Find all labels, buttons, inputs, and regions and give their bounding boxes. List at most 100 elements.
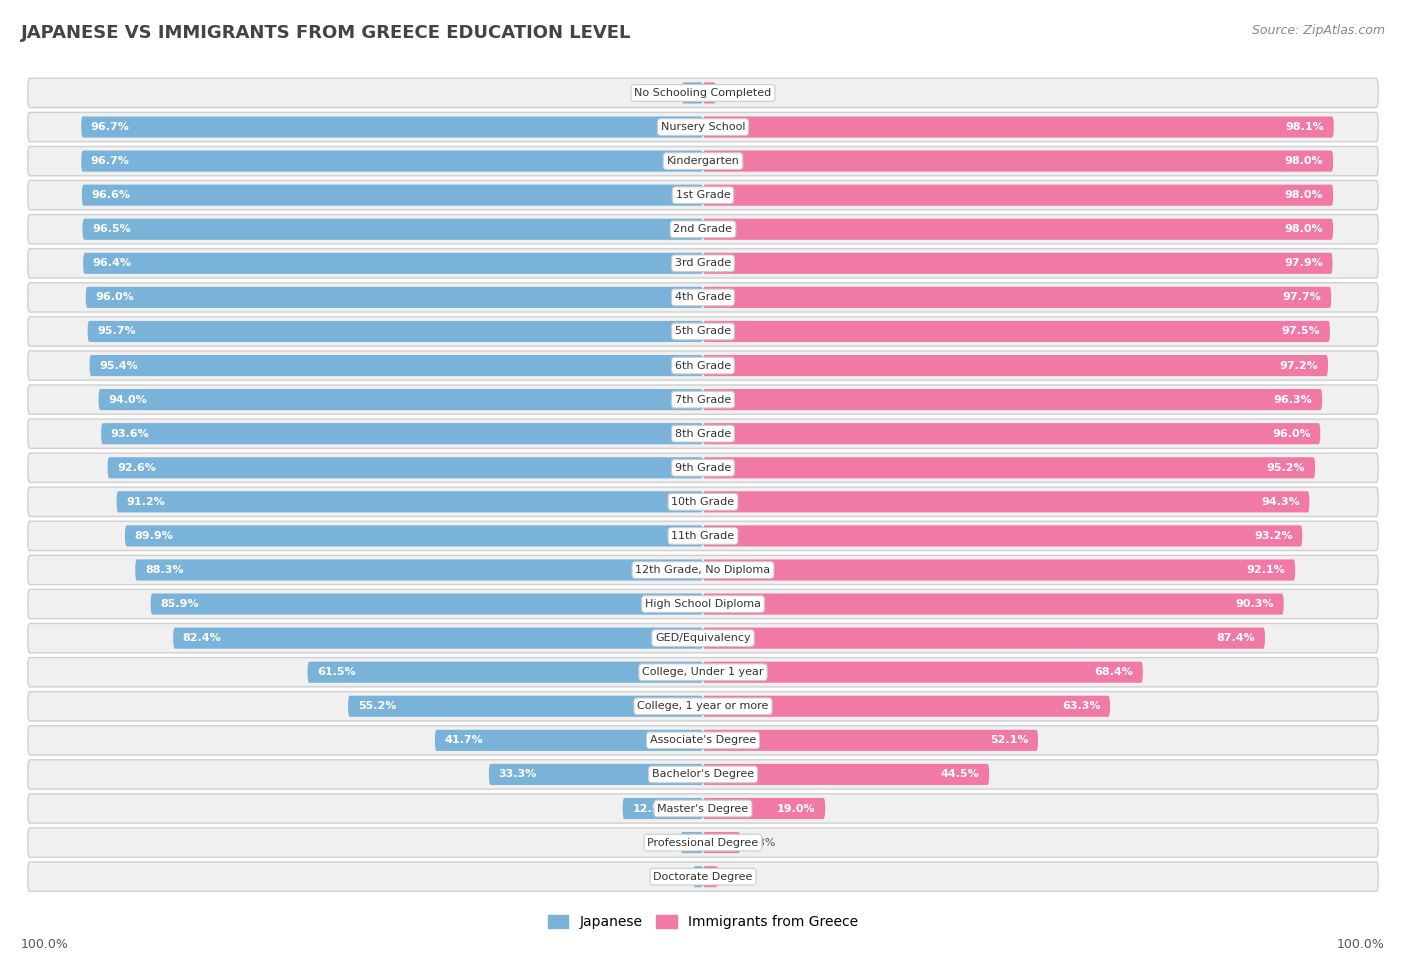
FancyBboxPatch shape (703, 798, 825, 819)
Text: 2.0%: 2.0% (723, 88, 751, 98)
FancyBboxPatch shape (150, 594, 703, 614)
Text: 3.5%: 3.5% (645, 838, 673, 847)
Text: Master's Degree: Master's Degree (658, 803, 748, 813)
Text: 61.5%: 61.5% (318, 667, 356, 678)
Text: 96.7%: 96.7% (91, 122, 129, 132)
Legend: Japanese, Immigrants from Greece: Japanese, Immigrants from Greece (541, 910, 865, 935)
FancyBboxPatch shape (83, 253, 703, 274)
FancyBboxPatch shape (28, 556, 1378, 585)
Text: 68.4%: 68.4% (1094, 667, 1133, 678)
FancyBboxPatch shape (703, 253, 1333, 274)
Text: 33.3%: 33.3% (499, 769, 537, 779)
FancyBboxPatch shape (703, 763, 990, 785)
Text: 96.4%: 96.4% (93, 258, 132, 268)
FancyBboxPatch shape (682, 82, 703, 103)
FancyBboxPatch shape (703, 594, 1284, 614)
FancyBboxPatch shape (28, 283, 1378, 312)
Text: 5.8%: 5.8% (747, 838, 775, 847)
FancyBboxPatch shape (681, 832, 703, 853)
FancyBboxPatch shape (703, 866, 718, 887)
FancyBboxPatch shape (28, 419, 1378, 448)
Text: Associate's Degree: Associate's Degree (650, 735, 756, 745)
Text: 96.7%: 96.7% (91, 156, 129, 166)
Text: 41.7%: 41.7% (444, 735, 484, 745)
Text: 88.3%: 88.3% (145, 565, 183, 575)
FancyBboxPatch shape (28, 623, 1378, 653)
FancyBboxPatch shape (623, 798, 703, 819)
Text: 1st Grade: 1st Grade (676, 190, 730, 200)
Text: 82.4%: 82.4% (183, 633, 222, 644)
Text: 98.0%: 98.0% (1285, 156, 1323, 166)
Text: 98.1%: 98.1% (1285, 122, 1324, 132)
Text: 94.3%: 94.3% (1261, 497, 1299, 507)
FancyBboxPatch shape (98, 389, 703, 410)
FancyBboxPatch shape (28, 385, 1378, 414)
FancyBboxPatch shape (28, 691, 1378, 721)
Text: 91.2%: 91.2% (127, 497, 165, 507)
Text: 97.5%: 97.5% (1282, 327, 1320, 336)
Text: Nursery School: Nursery School (661, 122, 745, 132)
FancyBboxPatch shape (28, 590, 1378, 619)
FancyBboxPatch shape (28, 249, 1378, 278)
FancyBboxPatch shape (703, 218, 1333, 240)
Text: 44.5%: 44.5% (941, 769, 980, 779)
Text: 95.7%: 95.7% (97, 327, 136, 336)
Text: No Schooling Completed: No Schooling Completed (634, 88, 772, 98)
FancyBboxPatch shape (82, 150, 703, 172)
FancyBboxPatch shape (28, 78, 1378, 107)
Text: 12.5%: 12.5% (633, 803, 671, 813)
Text: GED/Equivalency: GED/Equivalency (655, 633, 751, 644)
FancyBboxPatch shape (83, 218, 703, 240)
Text: 96.5%: 96.5% (93, 224, 131, 234)
Text: 6th Grade: 6th Grade (675, 361, 731, 370)
Text: 89.9%: 89.9% (135, 531, 173, 541)
FancyBboxPatch shape (703, 457, 1315, 479)
Text: 87.4%: 87.4% (1216, 633, 1256, 644)
Text: College, 1 year or more: College, 1 year or more (637, 701, 769, 712)
FancyBboxPatch shape (489, 763, 703, 785)
Text: 94.0%: 94.0% (108, 395, 148, 405)
FancyBboxPatch shape (703, 832, 741, 853)
FancyBboxPatch shape (87, 321, 703, 342)
FancyBboxPatch shape (703, 150, 1333, 172)
Text: 90.3%: 90.3% (1236, 599, 1274, 609)
Text: Source: ZipAtlas.com: Source: ZipAtlas.com (1251, 24, 1385, 37)
FancyBboxPatch shape (28, 657, 1378, 686)
FancyBboxPatch shape (703, 696, 1109, 717)
FancyBboxPatch shape (703, 730, 1038, 751)
Text: 96.3%: 96.3% (1274, 395, 1313, 405)
FancyBboxPatch shape (101, 423, 703, 445)
FancyBboxPatch shape (703, 389, 1322, 410)
Text: College, Under 1 year: College, Under 1 year (643, 667, 763, 678)
FancyBboxPatch shape (693, 866, 703, 887)
FancyBboxPatch shape (703, 628, 1265, 648)
Text: 97.7%: 97.7% (1282, 292, 1322, 302)
Text: 1.5%: 1.5% (658, 872, 688, 881)
FancyBboxPatch shape (135, 560, 703, 580)
Text: 100.0%: 100.0% (1337, 938, 1385, 951)
FancyBboxPatch shape (108, 457, 703, 479)
Text: Doctorate Degree: Doctorate Degree (654, 872, 752, 881)
FancyBboxPatch shape (703, 560, 1295, 580)
Text: 85.9%: 85.9% (160, 599, 198, 609)
FancyBboxPatch shape (703, 321, 1330, 342)
FancyBboxPatch shape (28, 862, 1378, 891)
FancyBboxPatch shape (703, 116, 1334, 137)
Text: 52.1%: 52.1% (990, 735, 1028, 745)
Text: 98.0%: 98.0% (1285, 224, 1323, 234)
Text: 2nd Grade: 2nd Grade (673, 224, 733, 234)
FancyBboxPatch shape (28, 180, 1378, 210)
Text: 93.2%: 93.2% (1254, 531, 1292, 541)
Text: 3.3%: 3.3% (647, 88, 675, 98)
Text: 100.0%: 100.0% (21, 938, 69, 951)
Text: 5th Grade: 5th Grade (675, 327, 731, 336)
Text: 55.2%: 55.2% (357, 701, 396, 712)
Text: 97.2%: 97.2% (1279, 361, 1319, 370)
Text: Bachelor's Degree: Bachelor's Degree (652, 769, 754, 779)
Text: 12th Grade, No Diploma: 12th Grade, No Diploma (636, 565, 770, 575)
Text: Professional Degree: Professional Degree (647, 838, 759, 847)
FancyBboxPatch shape (28, 214, 1378, 244)
Text: 98.0%: 98.0% (1285, 190, 1323, 200)
FancyBboxPatch shape (28, 112, 1378, 141)
FancyBboxPatch shape (703, 423, 1320, 445)
